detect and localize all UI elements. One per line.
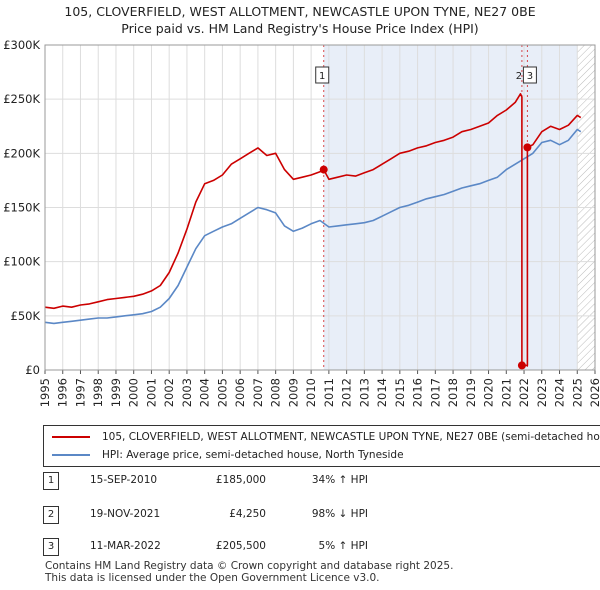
legend-label-hpi: HPI: Average price, semi-detached house,…: [102, 449, 404, 461]
x-tick-label: 2008: [269, 378, 283, 407]
x-tick-label: 2011: [322, 378, 336, 407]
x-tick-label: 2012: [340, 378, 354, 407]
legend-item-property: 105, CLOVERFIELD, WEST ALLOTMENT, NEWCAS…: [52, 429, 600, 445]
chart-title: 105, CLOVERFIELD, WEST ALLOTMENT, NEWCAS…: [64, 4, 536, 19]
x-tick-label: 2020: [482, 378, 496, 407]
sale-price: £4,250: [229, 508, 266, 520]
x-tick-label: 2016: [411, 378, 425, 407]
sale-marker-1-label: 1: [319, 71, 325, 82]
x-tick-label: 2001: [144, 378, 158, 407]
sale-date: 15-SEP-2010: [90, 474, 158, 486]
sale-point: [523, 143, 532, 152]
sale-hpi-change: 98% ↓ HPI: [311, 508, 368, 520]
y-tick-label: £300K: [3, 38, 40, 52]
y-tick-label: £0: [25, 363, 40, 377]
legend-line-property: [52, 436, 90, 438]
sale-price: £185,000: [215, 474, 266, 486]
x-tick-label: 2021: [499, 378, 513, 407]
legend-line-hpi: [52, 454, 90, 456]
x-tick-label: 2017: [428, 378, 442, 407]
sale-number-badge: 3: [43, 538, 59, 556]
y-tick-label: £50K: [11, 309, 41, 323]
x-tick-label: 2018: [446, 378, 460, 407]
x-tick-label: 2007: [251, 378, 265, 407]
sale-point: [319, 165, 328, 174]
x-tick-label: 2013: [357, 378, 371, 407]
x-tick-label: 2002: [162, 378, 176, 407]
x-tick-label: 2014: [375, 378, 389, 407]
sale-number-badge: 1: [43, 472, 59, 490]
legend-label-property: 105, CLOVERFIELD, WEST ALLOTMENT, NEWCAS…: [102, 431, 600, 443]
footer-copyright: Contains HM Land Registry data © Crown c…: [45, 560, 454, 572]
sale-hpi-change: 5% ↑ HPI: [318, 540, 368, 552]
chart-subtitle: Price paid vs. HM Land Registry's House …: [121, 21, 479, 36]
sale-marker-1-box: [315, 66, 330, 84]
sale-row: 1 15-SEP-2010 £185,000 34% ↑ HPI: [0, 470, 600, 492]
y-tick-label: £250K: [3, 92, 40, 106]
hpi-line: [44, 128, 582, 325]
x-tick-label: 1996: [56, 378, 70, 407]
sale-marker-3-box: [522, 66, 537, 84]
x-tick-label: 2004: [198, 378, 212, 407]
x-tick-label: 1998: [91, 378, 105, 407]
chart-legend: 105, CLOVERFIELD, WEST ALLOTMENT, NEWCAS…: [43, 425, 600, 467]
sale-date: 11-MAR-2022: [90, 540, 161, 552]
plot-border: [44, 44, 596, 371]
x-tick-label: 1995: [38, 378, 52, 407]
x-tick-label: 2000: [127, 378, 141, 407]
sale-hpi-change: 34% ↑ HPI: [311, 474, 368, 486]
x-tick-label: 2009: [286, 378, 300, 407]
sale-point: [517, 361, 526, 370]
sale-price: £205,500: [215, 540, 266, 552]
x-tick-label: 2022: [517, 378, 531, 407]
x-tick-label: 2025: [570, 378, 584, 407]
x-tick-label: 2015: [393, 378, 407, 407]
legend-item-hpi: HPI: Average price, semi-detached house,…: [52, 447, 404, 463]
y-tick-label: £100K: [3, 255, 40, 269]
y-tick-label: £150K: [3, 201, 40, 215]
footer-license: This data is licensed under the Open Gov…: [45, 572, 380, 584]
x-tick-label: 1999: [109, 378, 123, 407]
x-tick-label: 1997: [73, 378, 87, 407]
x-tick-label: 2006: [233, 378, 247, 407]
price-chart: 1 32 £0 £50K £100K £150K £200K £250K £300K 1995 1…: [3, 38, 600, 407]
sale-number-badge: 2: [43, 506, 59, 524]
sale-marker-2-label: 2: [516, 71, 522, 82]
x-tick-label: 2026: [588, 378, 600, 407]
sale-marker-3-label: 3: [527, 71, 533, 82]
x-tick-label: 2005: [215, 378, 229, 407]
x-tick-label: 2024: [553, 378, 567, 407]
x-tick-label: 2023: [535, 378, 549, 407]
x-tick-label: 2003: [180, 378, 194, 407]
x-tick-label: 2010: [304, 378, 318, 407]
sale-row: 3 11-MAR-2022 £205,500 5% ↑ HPI: [0, 536, 600, 558]
sale-row: 2 19-NOV-2021 £4,250 98% ↓ HPI: [0, 504, 600, 526]
x-tick-label: 2019: [464, 378, 478, 407]
sale-date: 19-NOV-2021: [90, 508, 161, 520]
y-tick-label: £200K: [3, 146, 40, 160]
